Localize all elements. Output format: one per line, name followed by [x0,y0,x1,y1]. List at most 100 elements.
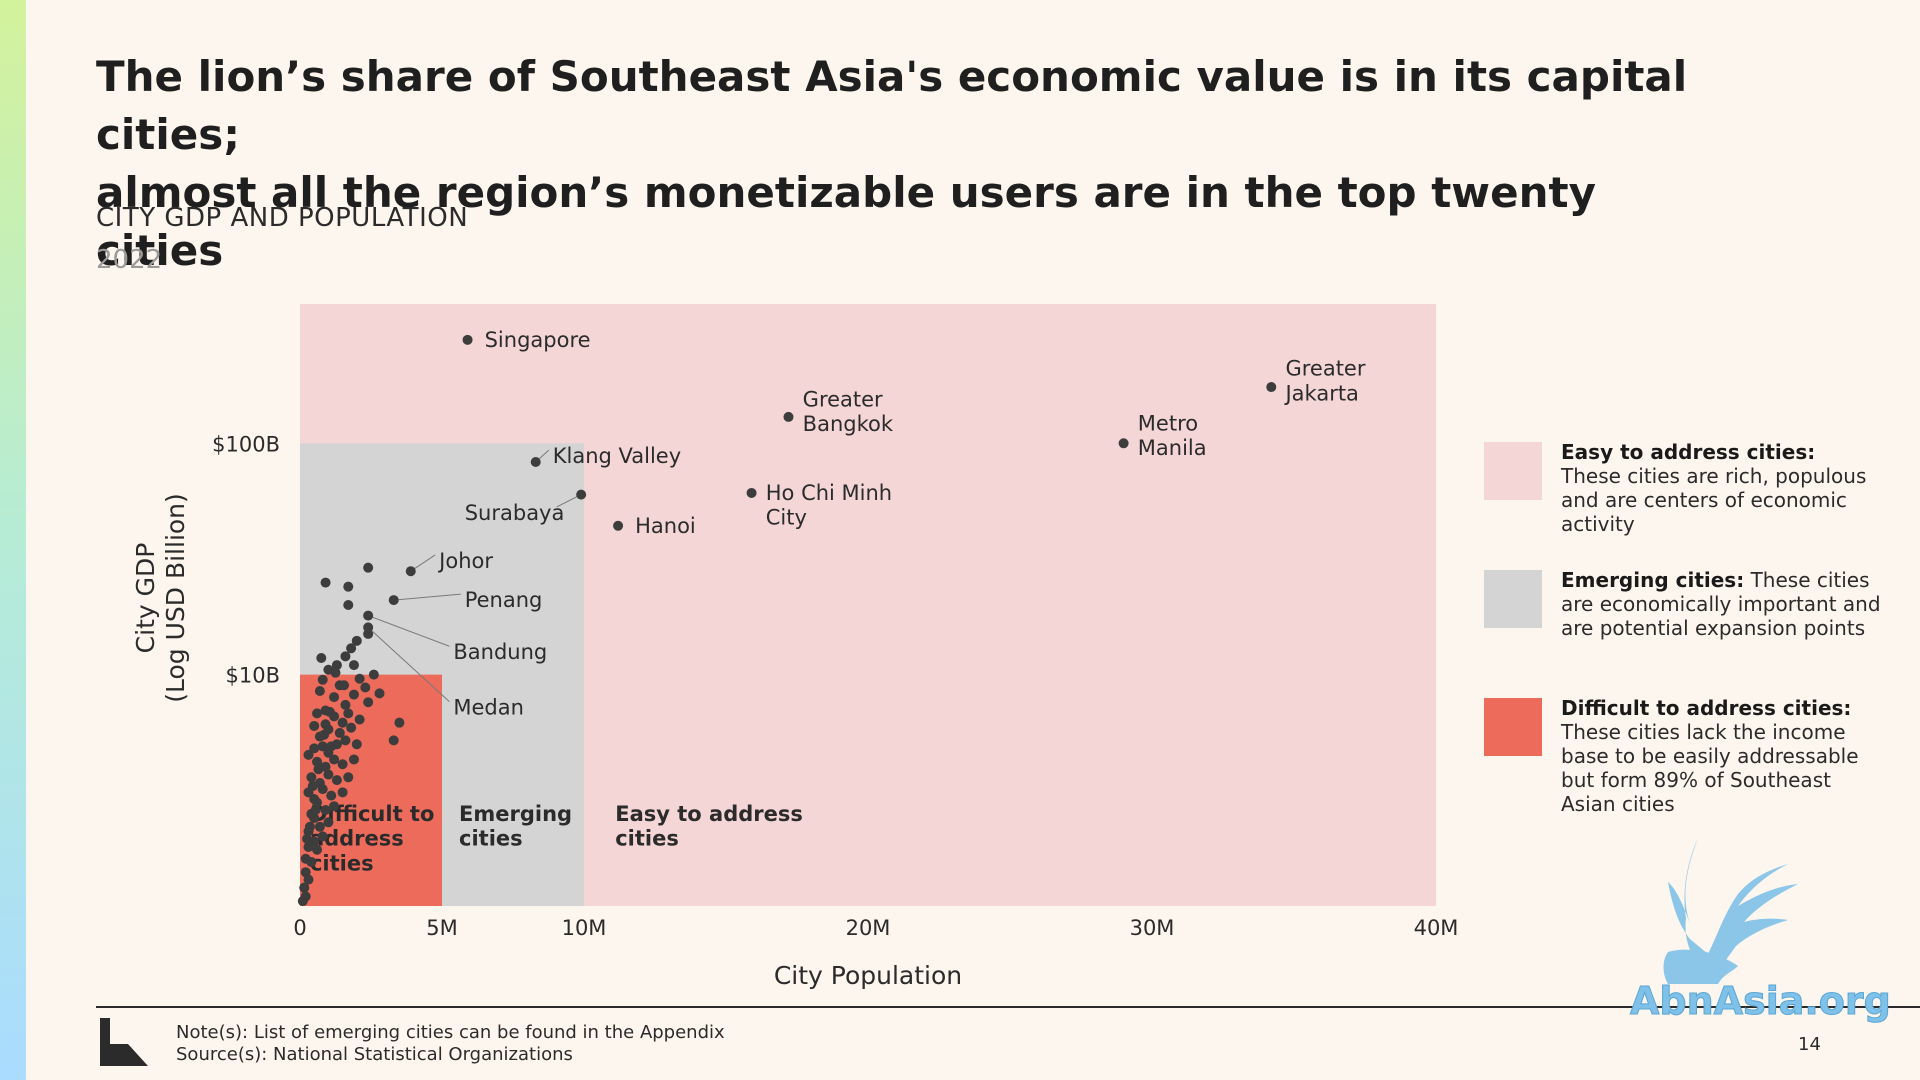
footer-notes: Note(s): List of emerging cities can be … [176,1022,725,1066]
x-tick-label: 0 [293,916,306,940]
data-point [313,764,324,775]
data-point [348,689,359,700]
data-point [348,754,359,765]
legend-title-easy: Easy to address cities: [1561,440,1816,464]
data-point [326,790,337,801]
point-label-bandung: Bandung [453,640,547,664]
data-point [297,896,308,907]
point-label-greater-bangkok: Greater Bangkok [803,387,894,436]
point-ho-chi-minh-city [746,487,757,498]
x-tick-label: 30M [1130,916,1175,940]
data-point [312,708,323,719]
data-point [337,717,348,728]
chart-year: 2022 [96,245,163,275]
legend-item-difficult: Difficult to address cities: These citie… [1484,696,1891,816]
accent-bar [0,0,26,1080]
x-tick-label: 5M [426,916,457,940]
data-point [329,754,340,765]
point-klang-valley [530,457,541,468]
data-point [303,841,314,852]
data-point [320,577,331,588]
legend-swatch-difficult [1484,698,1542,756]
legend-title-emerging: Emerging cities: [1561,568,1745,592]
data-point [303,749,314,760]
point-penang [388,595,399,606]
page-title: The lion’s share of Southeast Asia's eco… [96,48,1716,280]
data-point [306,856,317,867]
data-point [312,797,323,808]
data-point [319,729,330,740]
data-point [331,660,342,671]
data-point [309,743,320,754]
legend-title-difficult: Difficult to address cities: [1561,696,1852,720]
data-point [340,651,351,662]
chart-subtitle: CITY GDP AND POPULATION [96,203,469,233]
data-point [329,801,340,812]
legend-swatch-easy [1484,442,1542,500]
page-number: 14 [1798,1034,1821,1055]
data-point [354,673,365,684]
point-medan [363,622,374,633]
point-greater-jakarta [1266,382,1277,393]
point-johor [405,566,416,577]
data-point [368,669,379,680]
point-label-surabaya: Surabaya [465,501,565,525]
data-point [326,741,337,752]
data-point [346,643,357,654]
data-point [303,874,314,885]
data-point [307,781,318,792]
leader-line-bandung [367,615,450,647]
footer-note: Note(s): List of emerging cities can be … [176,1022,725,1043]
data-point [320,719,331,730]
point-greater-bangkok [783,411,794,422]
data-point [351,635,362,646]
data-point [304,821,315,832]
point-singapore [462,334,473,345]
point-bandung [363,610,374,621]
data-point [363,562,374,573]
data-point [324,706,335,717]
data-point [317,674,328,685]
data-point [320,804,331,815]
point-hanoi [613,520,624,531]
point-label-hanoi: Hanoi [635,514,696,538]
legend-item-easy: Easy to address cities: These cities are… [1484,440,1891,536]
y-tick-label: $10B [226,664,281,688]
data-point [312,756,323,767]
legend-description-emerging: These cities are economically important … [1561,568,1881,640]
x-axis-label: City Population [774,961,962,990]
legend-text-emerging: Emerging cities: These cities are econom… [1561,568,1891,640]
data-point [343,772,354,783]
title-line-1: The lion’s share of Southeast Asia's eco… [96,52,1688,159]
leader-line-penang [393,593,461,601]
data-point [360,682,371,693]
data-point [309,813,320,824]
legend-description-difficult: These cities lack the income base to be … [1561,720,1859,816]
x-tick-label: 10M [562,916,607,940]
region-label-easy: Easy to address cities [615,802,803,851]
point-label-singapore: Singapore [485,328,591,352]
data-point [394,717,405,728]
x-tick-label: 40M [1414,916,1459,940]
data-point [339,680,350,691]
region-label-emerging: Emerging cities [459,802,572,851]
legend-item-emerging: Emerging cities: These cities are econom… [1484,568,1891,640]
data-point [317,784,328,795]
data-point [337,759,348,770]
y-axis-label: City GDP(Log USD Billion) [131,493,190,703]
data-point [343,581,354,592]
point-label-ho-chi-minh-city: Ho Chi Minh City [766,481,892,530]
title-line-2: almost all the region’s monetizable user… [96,168,1596,275]
data-point [334,727,345,738]
data-point [306,772,317,783]
data-point [340,735,351,746]
data-point [330,667,341,678]
data-point [316,653,327,664]
data-point [323,817,334,828]
data-point [337,787,348,798]
data-point [340,699,351,710]
data-point [343,600,354,610]
data-point [354,714,365,725]
data-point [323,769,334,780]
